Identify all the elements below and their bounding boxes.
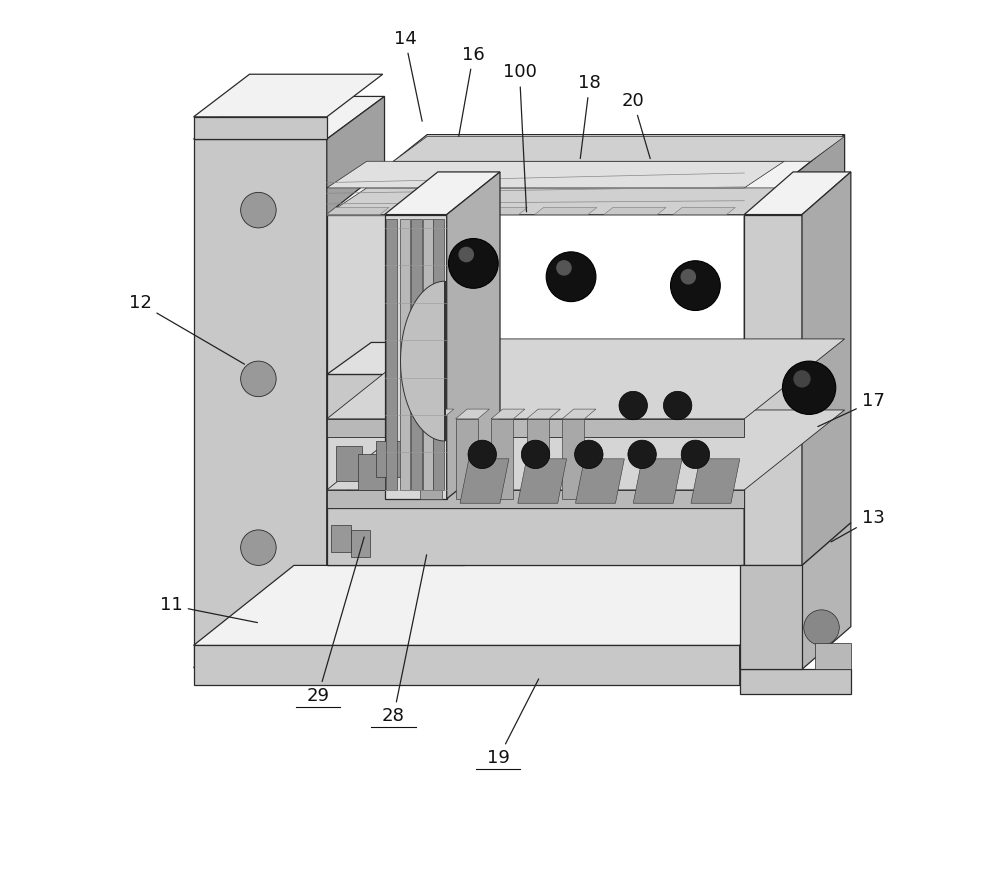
Circle shape xyxy=(241,192,276,228)
Polygon shape xyxy=(327,135,845,215)
Polygon shape xyxy=(327,374,589,428)
Text: 12: 12 xyxy=(129,294,244,364)
Polygon shape xyxy=(396,208,458,215)
Polygon shape xyxy=(740,669,851,694)
Circle shape xyxy=(557,261,571,275)
Polygon shape xyxy=(420,409,454,419)
Polygon shape xyxy=(673,208,735,215)
Circle shape xyxy=(521,440,550,469)
Polygon shape xyxy=(633,459,682,503)
Text: 16: 16 xyxy=(459,45,485,136)
Circle shape xyxy=(782,361,836,414)
Text: 14: 14 xyxy=(394,29,422,121)
Circle shape xyxy=(241,361,276,396)
Circle shape xyxy=(575,440,603,469)
Circle shape xyxy=(468,440,496,469)
Polygon shape xyxy=(351,530,370,557)
Text: 13: 13 xyxy=(831,510,884,542)
Polygon shape xyxy=(386,219,397,490)
Polygon shape xyxy=(562,409,596,419)
Polygon shape xyxy=(575,459,624,503)
Polygon shape xyxy=(327,188,784,215)
Polygon shape xyxy=(423,219,433,490)
Circle shape xyxy=(241,530,276,566)
Text: 29: 29 xyxy=(306,537,364,705)
Circle shape xyxy=(546,252,596,302)
Polygon shape xyxy=(327,339,845,419)
Polygon shape xyxy=(331,526,351,552)
Text: 100: 100 xyxy=(503,63,536,212)
Polygon shape xyxy=(400,219,410,490)
Text: 28: 28 xyxy=(382,555,427,725)
Polygon shape xyxy=(604,208,666,215)
Polygon shape xyxy=(744,135,845,566)
Polygon shape xyxy=(194,117,327,139)
Polygon shape xyxy=(491,409,525,419)
Polygon shape xyxy=(562,419,584,499)
Polygon shape xyxy=(401,282,445,441)
Text: 19: 19 xyxy=(487,679,539,767)
Polygon shape xyxy=(740,566,839,669)
Text: 11: 11 xyxy=(160,596,257,623)
Polygon shape xyxy=(327,208,389,215)
Polygon shape xyxy=(327,161,784,188)
Polygon shape xyxy=(194,74,383,117)
Polygon shape xyxy=(194,645,327,667)
Polygon shape xyxy=(527,419,549,499)
Polygon shape xyxy=(194,625,385,667)
Polygon shape xyxy=(815,642,851,669)
Polygon shape xyxy=(327,419,744,437)
Circle shape xyxy=(628,440,656,469)
Circle shape xyxy=(459,248,473,262)
Polygon shape xyxy=(491,419,513,499)
Text: 18: 18 xyxy=(578,74,601,159)
Polygon shape xyxy=(802,523,851,669)
Polygon shape xyxy=(527,409,560,419)
Polygon shape xyxy=(740,566,839,685)
Polygon shape xyxy=(411,219,422,490)
Polygon shape xyxy=(460,459,509,503)
Polygon shape xyxy=(327,342,633,374)
Polygon shape xyxy=(194,566,839,645)
Polygon shape xyxy=(327,428,845,508)
Circle shape xyxy=(619,391,647,420)
Circle shape xyxy=(681,440,710,469)
Circle shape xyxy=(448,239,498,289)
Circle shape xyxy=(755,653,787,685)
Polygon shape xyxy=(327,96,385,645)
Polygon shape xyxy=(358,454,385,490)
Polygon shape xyxy=(393,136,845,161)
Polygon shape xyxy=(535,208,597,215)
Polygon shape xyxy=(456,419,478,499)
Polygon shape xyxy=(327,215,464,566)
Polygon shape xyxy=(327,508,744,566)
Polygon shape xyxy=(327,410,845,490)
Text: 20: 20 xyxy=(622,92,650,159)
Polygon shape xyxy=(194,96,385,139)
Polygon shape xyxy=(327,490,744,508)
Polygon shape xyxy=(744,172,851,215)
Polygon shape xyxy=(465,208,528,215)
Polygon shape xyxy=(433,219,444,490)
Circle shape xyxy=(671,261,720,310)
Text: 17: 17 xyxy=(818,392,884,427)
Polygon shape xyxy=(740,566,802,669)
Circle shape xyxy=(663,391,692,420)
Polygon shape xyxy=(385,215,447,499)
Polygon shape xyxy=(691,459,740,503)
Polygon shape xyxy=(420,419,442,499)
Polygon shape xyxy=(456,409,489,419)
Polygon shape xyxy=(744,215,802,566)
Polygon shape xyxy=(376,441,402,477)
Polygon shape xyxy=(336,446,362,481)
Circle shape xyxy=(794,371,810,387)
Polygon shape xyxy=(194,139,327,645)
Circle shape xyxy=(681,270,695,284)
Polygon shape xyxy=(194,645,740,685)
Circle shape xyxy=(804,609,839,645)
Polygon shape xyxy=(447,172,500,499)
Polygon shape xyxy=(518,459,567,503)
Polygon shape xyxy=(802,172,851,566)
Polygon shape xyxy=(385,172,500,215)
